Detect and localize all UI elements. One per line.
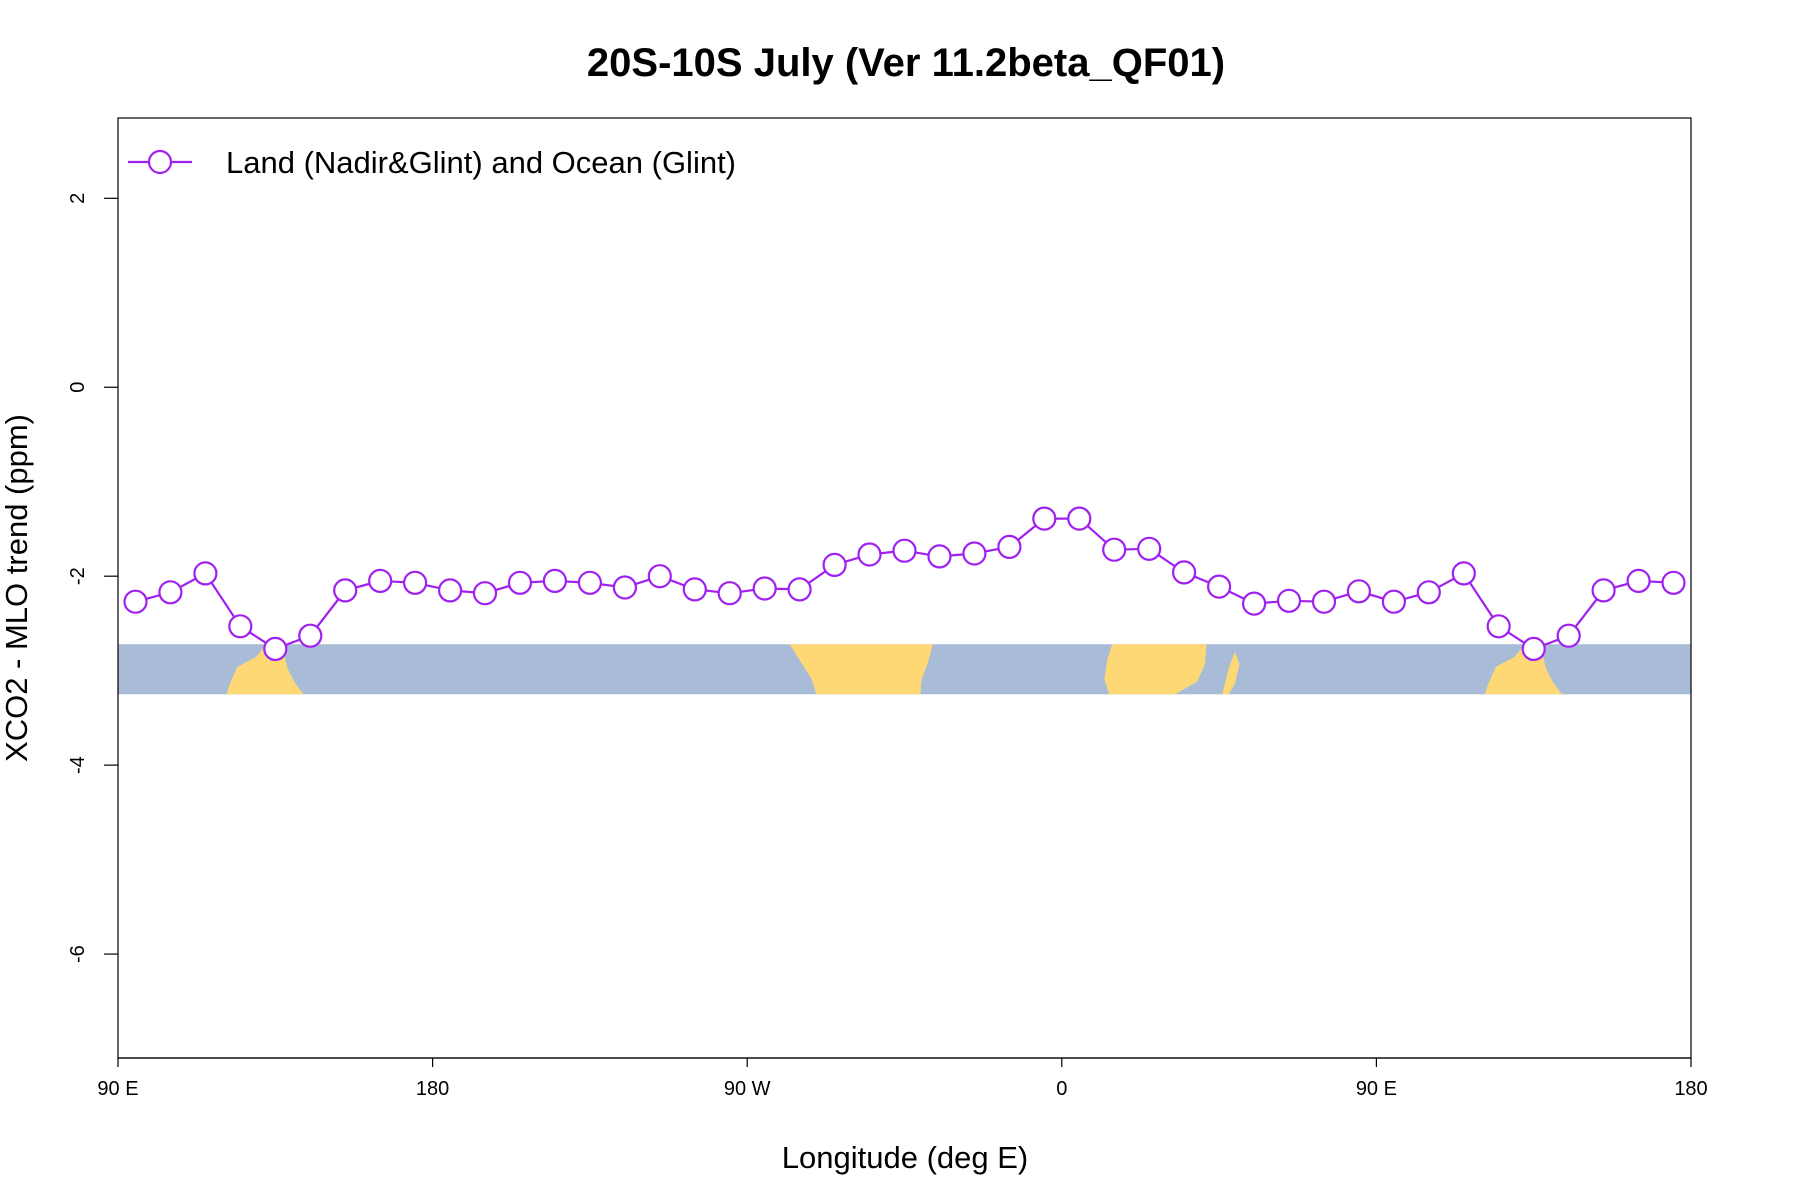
data-series [123,506,1686,662]
data-point [857,542,882,567]
data-point [1067,506,1092,531]
australia-land [226,645,304,695]
data-point [1032,506,1057,531]
y-axis-label: XCO2 - MLO trend (ppm) [0,414,34,762]
x-tick-label: 90 E [1356,1078,1397,1100]
data-point [507,570,533,595]
data-point [1521,636,1546,662]
series-line [135,517,1674,651]
x-axis: 90 E 180 90 W 0 90 E 180 [97,1057,1708,1100]
data-point [1416,580,1441,605]
data-point [1381,589,1407,614]
data-point [927,544,952,569]
data-point [997,534,1022,560]
x-tick-label: 180 [1674,1078,1707,1100]
data-point [892,538,917,563]
data-point [682,577,707,602]
data-point [542,568,568,594]
data-point [1311,589,1337,614]
y-tick-label: -2 [67,567,89,585]
data-point [193,561,218,586]
x-axis-label: Longitude (deg E) [782,1140,1028,1175]
data-point [612,575,638,600]
data-point [787,577,812,602]
data-point [1556,623,1581,648]
australia-land-repeat [1484,645,1562,695]
data-point [822,552,847,578]
data-point [752,576,777,601]
y-tick-label: -4 [67,756,89,774]
data-point [962,541,987,566]
data-point [717,581,742,606]
x-tick-label: 90 E [97,1078,138,1100]
data-point [123,589,148,614]
data-point [577,570,603,595]
africa-land [1104,644,1207,695]
y-tick-label: 0 [67,382,89,393]
legend-label: Land (Nadir&Glint) and Ocean (Glint) [226,145,736,180]
data-point [1591,578,1616,603]
x-tick-label: 90 W [724,1078,771,1100]
data-point [472,581,498,606]
x-tick-label: 180 [416,1078,449,1100]
data-point [1241,591,1267,616]
data-point [1626,568,1651,594]
y-axis: 2 0 -2 -4 -6 [67,193,118,963]
south-america-land [789,644,933,695]
madagascar-land [1222,651,1240,695]
data-point [647,564,672,589]
data-point [1661,570,1686,595]
data-point [368,568,393,594]
y-tick-label: 2 [67,193,89,204]
data-point [228,614,253,639]
data-point [263,636,288,662]
data-point [1171,560,1197,585]
data-point [1451,561,1476,586]
land-ocean-strip [118,644,1691,695]
y-tick-label: -6 [67,945,89,963]
data-point [1206,574,1232,599]
data-point [1486,614,1511,639]
legend-marker [147,149,173,175]
data-point [1102,537,1127,562]
data-point [438,578,463,603]
data-point [158,580,183,605]
data-point [298,623,323,648]
x-tick-label: 0 [1056,1078,1067,1100]
data-point [1346,579,1372,604]
data-point [1137,536,1162,561]
data-point [1276,588,1302,613]
data-point [333,578,358,603]
legend: Land (Nadir&Glint) and Ocean (Glint) [128,145,736,180]
data-point [403,570,428,595]
chart-title: 20S-10S July (Ver 11.2beta_QF01) [587,41,1225,85]
